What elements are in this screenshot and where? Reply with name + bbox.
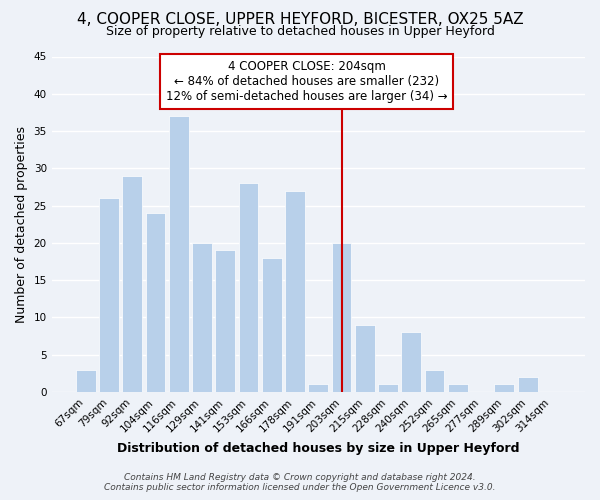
Bar [215, 250, 235, 392]
Bar [378, 384, 398, 392]
Bar [146, 213, 166, 392]
Bar [494, 384, 514, 392]
Bar [262, 258, 282, 392]
Text: Size of property relative to detached houses in Upper Heyford: Size of property relative to detached ho… [106, 25, 494, 38]
Bar [76, 370, 95, 392]
Bar [448, 384, 468, 392]
Y-axis label: Number of detached properties: Number of detached properties [15, 126, 28, 322]
Bar [169, 116, 188, 392]
Text: 4, COOPER CLOSE, UPPER HEYFORD, BICESTER, OX25 5AZ: 4, COOPER CLOSE, UPPER HEYFORD, BICESTER… [77, 12, 523, 28]
Bar [308, 384, 328, 392]
Bar [401, 332, 421, 392]
Bar [192, 243, 212, 392]
Text: 4 COOPER CLOSE: 204sqm
← 84% of detached houses are smaller (232)
12% of semi-de: 4 COOPER CLOSE: 204sqm ← 84% of detached… [166, 60, 448, 103]
Bar [239, 183, 259, 392]
X-axis label: Distribution of detached houses by size in Upper Heyford: Distribution of detached houses by size … [117, 442, 520, 455]
Bar [355, 325, 375, 392]
Bar [99, 198, 119, 392]
Bar [332, 243, 352, 392]
Bar [122, 176, 142, 392]
Bar [425, 370, 445, 392]
Bar [285, 190, 305, 392]
Bar [518, 377, 538, 392]
Text: Contains HM Land Registry data © Crown copyright and database right 2024.
Contai: Contains HM Land Registry data © Crown c… [104, 473, 496, 492]
